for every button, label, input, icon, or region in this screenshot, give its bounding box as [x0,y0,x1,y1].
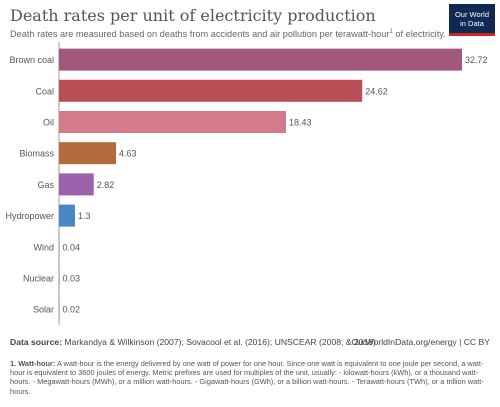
value-label-nuclear: 0.03 [63,274,81,284]
bar-wind[interactable] [59,235,60,258]
logo-line-2: in Data [460,19,484,28]
category-label-nuclear: Nuclear [23,274,54,284]
category-label-hydropower: Hydropower [5,211,54,221]
logo-line-1: Our World [454,10,490,19]
bar-biomass[interactable] [59,142,117,165]
source-row: Data source: Markandya & Wilkinson (2007… [10,337,490,347]
bar-chart: Brown coal 32.72 Coal 24.62 Oil 18.43 Biomass 4… [5,42,488,325]
chart-subtitle: Death rates are measured based on deaths… [10,29,446,40]
value-label-hydropower: 1.3 [78,211,91,221]
value-label-biomass: 4.63 [119,149,137,159]
subtitle-end: of electricity. [392,29,446,40]
category-label-oil: Oil [43,118,54,128]
footnote-marker[interactable]: 1 [389,29,393,35]
category-label-solar: Solar [33,305,54,315]
bar-coal[interactable] [59,79,363,102]
source-label: Data source: [10,337,63,347]
bar-oil[interactable] [59,111,286,133]
owid-logo[interactable]: Our World in Data [449,4,495,36]
value-label-solar: 0.02 [63,305,81,315]
value-label-gas: 2.82 [97,180,115,190]
footnote-text: A watt-hour is the energy delivered by o… [10,359,484,396]
category-label-coal: Coal [35,86,54,96]
category-label-wind: Wind [33,242,54,252]
bar-hydropower[interactable] [59,204,76,227]
value-label-oil: 18.43 [289,118,312,128]
category-label-brown-coal: Brown coal [9,55,54,65]
bar-solar[interactable] [59,298,60,321]
category-label-gas: Gas [37,180,54,190]
bar-brown-coal[interactable] [59,48,462,71]
value-label-brown-coal: 32.72 [465,55,488,65]
chart-title: Death rates per unit of electricity prod… [10,6,376,25]
subtitle-text: Death rates are measured based on deaths… [10,29,390,40]
value-label-wind: 0.04 [63,242,81,252]
bar-nuclear[interactable] [59,267,60,289]
owid-credit-link[interactable]: OurWorldInData.org/energy | CC BY [351,337,490,347]
category-label-biomass: Biomass [19,149,54,159]
bar-gas[interactable] [59,173,94,196]
footnote: 1. Watt-hour: A watt-hour is the energy … [10,359,492,396]
value-label-coal: 24.62 [365,86,388,96]
source-text: Markandya & Wilkinson (2007); Sovacool e… [62,337,376,347]
footnote-title: 1. Watt-hour: [10,359,56,368]
